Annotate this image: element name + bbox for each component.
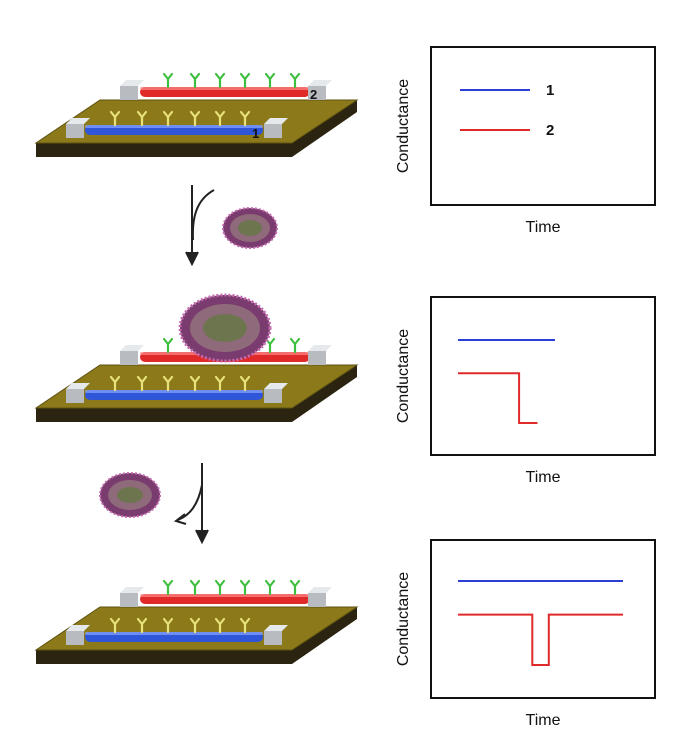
conductance-trace-2 <box>458 372 538 424</box>
binding-arrow <box>185 185 215 267</box>
legend-label-1: 1 <box>546 82 554 99</box>
conductance-plot-1: Conductance Time 1 2 <box>395 46 656 236</box>
x-axis-label: Time <box>526 219 561 236</box>
plot-frame <box>430 46 656 206</box>
plot-frame <box>430 539 656 699</box>
chip-substrate <box>35 344 358 423</box>
release-arrow <box>173 463 209 545</box>
antibodies-wire-2 <box>162 72 301 89</box>
plot-frame <box>430 296 656 456</box>
y-axis-label: Conductance <box>395 329 412 423</box>
x-axis-label: Time <box>526 469 561 486</box>
device-stage-1: 2 1 <box>35 72 358 158</box>
plot-area <box>458 580 623 666</box>
y-axis-label: Conductance <box>395 79 412 173</box>
chip-substrate <box>35 79 358 158</box>
chip-substrate <box>35 586 358 665</box>
virus-particle-released <box>99 472 161 518</box>
legend-label-2: 2 <box>546 122 554 139</box>
device-stage-3 <box>35 579 358 665</box>
virus-particle-bound <box>178 293 272 363</box>
virus-particle-approaching <box>222 207 278 249</box>
plot-area <box>458 339 555 424</box>
antibodies-wire-2 <box>162 579 301 596</box>
wire-1-label: 1 <box>252 126 259 141</box>
conductance-trace-2 <box>458 613 623 666</box>
x-axis-label: Time <box>526 712 561 729</box>
conductance-plot-3: Conductance Time <box>395 539 656 729</box>
y-axis-label: Conductance <box>395 572 412 666</box>
wire-2-label: 2 <box>310 87 317 102</box>
conductance-plot-2: Conductance Time <box>395 296 656 486</box>
